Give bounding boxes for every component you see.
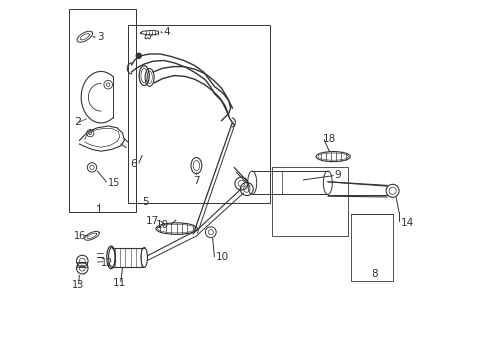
Text: 14: 14 xyxy=(400,218,414,228)
Text: 17: 17 xyxy=(146,216,159,226)
Bar xyxy=(351,214,392,281)
Bar xyxy=(272,167,347,236)
Text: 4: 4 xyxy=(163,27,170,37)
Text: 13: 13 xyxy=(72,280,84,290)
Text: 18: 18 xyxy=(322,134,336,144)
Text: 12: 12 xyxy=(100,258,113,268)
Text: 15: 15 xyxy=(107,177,120,188)
Bar xyxy=(69,9,136,212)
Bar xyxy=(128,25,270,203)
Bar xyxy=(77,262,87,267)
Text: 2: 2 xyxy=(74,117,81,127)
Text: 5: 5 xyxy=(143,197,149,207)
Text: 3: 3 xyxy=(98,32,104,42)
Text: 8: 8 xyxy=(372,269,378,279)
Text: 1: 1 xyxy=(96,205,102,215)
Text: 10: 10 xyxy=(156,220,170,230)
Text: 9: 9 xyxy=(335,170,341,180)
Text: 7: 7 xyxy=(193,176,200,186)
Text: 6: 6 xyxy=(130,159,137,169)
Text: 11: 11 xyxy=(113,278,126,288)
Text: 10: 10 xyxy=(216,252,229,262)
Circle shape xyxy=(136,53,141,58)
Text: 16: 16 xyxy=(74,231,86,241)
